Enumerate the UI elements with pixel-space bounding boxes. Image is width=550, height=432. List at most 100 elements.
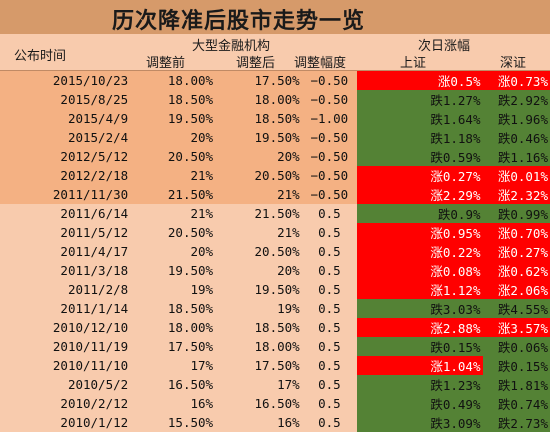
before-cell: 15.50% xyxy=(136,413,215,432)
date-cell: 2010/11/19 xyxy=(0,337,136,356)
shenzhen-change-cell: 涨0.27% xyxy=(483,242,550,261)
shanghai-change-cell: 跌3.09% xyxy=(357,413,482,432)
shenzhen-change-cell: 涨2.32% xyxy=(483,185,550,204)
shenzhen-change-cell: 跌1.16% xyxy=(483,147,550,166)
before-cell: 21.50% xyxy=(136,185,215,204)
after-cell: 21% xyxy=(215,223,302,242)
range-cell: 0.5 xyxy=(302,204,357,223)
range-cell: −0.50 xyxy=(302,90,357,109)
date-cell: 2015/10/23 xyxy=(0,71,136,90)
after-cell: 19.50% xyxy=(215,280,302,299)
shanghai-change-cell: 涨2.29% xyxy=(357,185,482,204)
before-cell: 16% xyxy=(136,394,215,413)
range-cell: −0.50 xyxy=(302,147,357,166)
after-cell: 19% xyxy=(215,299,302,318)
date-cell: 2012/5/12 xyxy=(0,147,136,166)
date-cell: 2010/1/12 xyxy=(0,413,136,432)
date-cell: 2012/2/18 xyxy=(0,166,136,185)
date-cell: 2010/12/10 xyxy=(0,318,136,337)
after-cell: 21.50% xyxy=(215,204,302,223)
range-cell: 0.5 xyxy=(302,318,357,337)
shanghai-change-cell: 涨0.08% xyxy=(357,261,482,280)
date-cell: 2011/5/12 xyxy=(0,223,136,242)
date-cell: 2011/1/14 xyxy=(0,299,136,318)
header-shenzhen: 深证 xyxy=(500,52,526,71)
shenzhen-change-cell: 跌2.92% xyxy=(483,90,550,109)
shenzhen-change-cell: 涨2.06% xyxy=(483,280,550,299)
before-cell: 16.50% xyxy=(136,375,215,394)
shanghai-change-cell: 跌0.49% xyxy=(357,394,482,413)
before-cell: 19% xyxy=(136,280,215,299)
before-cell: 20% xyxy=(136,128,215,147)
shanghai-change-cell: 跌1.27% xyxy=(357,90,482,109)
shenzhen-change-cell: 跌1.96% xyxy=(483,109,550,128)
range-cell: 0.5 xyxy=(302,394,357,413)
header-announce-time: 公布时间 xyxy=(14,45,66,64)
before-cell: 19.50% xyxy=(136,109,215,128)
after-cell: 18.50% xyxy=(215,109,302,128)
shanghai-change-cell: 跌3.03% xyxy=(357,299,482,318)
shanghai-change-cell: 涨1.12% xyxy=(357,280,482,299)
after-cell: 20.50% xyxy=(215,166,302,185)
shenzhen-change-cell: 跌2.73% xyxy=(483,413,550,432)
shanghai-change-cell: 涨1.04% xyxy=(357,356,482,375)
after-cell: 16.50% xyxy=(215,394,302,413)
date-cell: 2010/2/12 xyxy=(0,394,136,413)
shanghai-change-cell: 跌1.18% xyxy=(357,128,482,147)
shenzhen-change-cell: 涨3.57% xyxy=(483,318,550,337)
range-cell: 0.5 xyxy=(302,299,357,318)
range-cell: 0.5 xyxy=(302,413,357,432)
header-before: 调整前 xyxy=(146,52,185,71)
shenzhen-change-cell: 跌0.15% xyxy=(483,356,550,375)
after-cell: 18.00% xyxy=(215,90,302,109)
shenzhen-change-cell: 涨0.73% xyxy=(483,71,550,90)
shanghai-change-cell: 跌0.15% xyxy=(357,337,482,356)
shenzhen-change-cell: 跌0.74% xyxy=(483,394,550,413)
range-cell: −0.50 xyxy=(302,128,357,147)
range-cell: −0.50 xyxy=(302,71,357,90)
date-cell: 2015/8/25 xyxy=(0,90,136,109)
before-cell: 20.50% xyxy=(136,147,215,166)
before-cell: 20% xyxy=(136,242,215,261)
range-cell: 0.5 xyxy=(302,337,357,356)
before-cell: 17% xyxy=(136,356,215,375)
shanghai-change-cell: 涨0.95% xyxy=(357,223,482,242)
before-cell: 18.50% xyxy=(136,90,215,109)
after-cell: 16% xyxy=(215,413,302,432)
range-cell: −0.50 xyxy=(302,185,357,204)
shanghai-change-cell: 跌1.23% xyxy=(357,375,482,394)
after-cell: 18.50% xyxy=(215,318,302,337)
shanghai-change-cell: 涨2.88% xyxy=(357,318,482,337)
before-cell: 17.50% xyxy=(136,337,215,356)
before-cell: 18.00% xyxy=(136,318,215,337)
range-cell: 0.5 xyxy=(302,242,357,261)
before-cell: 18.50% xyxy=(136,299,215,318)
shenzhen-change-cell: 跌0.06% xyxy=(483,337,550,356)
header-range: 调整幅度 xyxy=(294,52,346,71)
range-cell: 0.5 xyxy=(302,261,357,280)
date-cell: 2015/2/4 xyxy=(0,128,136,147)
header-shanghai: 上证 xyxy=(400,52,426,71)
before-cell: 20.50% xyxy=(136,223,215,242)
after-cell: 21% xyxy=(215,185,302,204)
date-cell: 2011/2/8 xyxy=(0,280,136,299)
header-after: 调整后 xyxy=(236,52,275,71)
shanghai-change-cell: 涨0.27% xyxy=(357,166,482,185)
shanghai-change-cell: 涨0.5% xyxy=(357,71,482,90)
after-cell: 20.50% xyxy=(215,242,302,261)
